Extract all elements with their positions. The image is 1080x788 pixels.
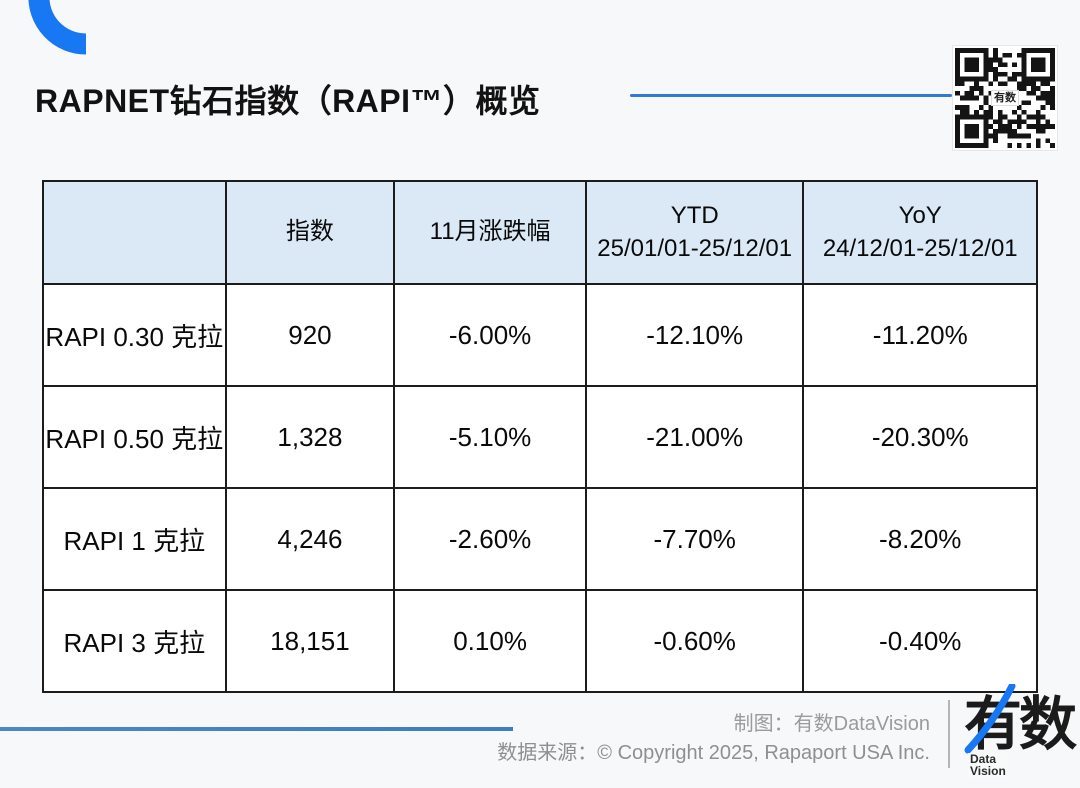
footer-source: 数据来源：© Copyright 2025, Rapaport USA Inc. — [497, 742, 930, 764]
row-label: RAPI 1 克拉 — [42, 487, 227, 591]
row-label: RAPI 0.50 克拉 — [42, 385, 227, 489]
col-header-monthly-change: 11月涨跌幅 — [393, 180, 587, 285]
table-row: RAPI 3 克拉 18,151 0.10% -0.60% -0.40% — [42, 589, 1038, 693]
col-header-label: YTD — [670, 202, 719, 230]
qr-pattern — [955, 48, 1055, 148]
brand-logo-text: 有数 — [964, 692, 1077, 757]
rapi-table-container: 指数 11月涨跌幅 YTD 25/01/01-25/12/01 YoY 24/1… — [42, 180, 1038, 693]
arc-logo-mark — [28, 0, 87, 55]
row-label: RAPI 0.30 克拉 — [42, 283, 227, 387]
ytd-value: -21.00% — [584, 385, 805, 489]
ytd-value: -7.70% — [584, 487, 805, 591]
col-header-index: 指数 — [224, 180, 396, 285]
qr-center-logo: 有数 — [991, 89, 1019, 107]
col-header-date-range: 24/12/01-25/12/01 — [822, 234, 1018, 262]
index-value: 1,328 — [224, 385, 396, 489]
monthly-change-value: -2.60% — [393, 487, 587, 591]
ytd-value: -12.10% — [584, 283, 805, 387]
footer-vertical-divider — [948, 700, 950, 768]
index-value: 4,246 — [224, 487, 396, 591]
brand-logo-subtext-line1: Data — [970, 751, 997, 766]
yoy-value: -8.20% — [802, 487, 1038, 591]
brand-logo-subtext-line2: Vision — [970, 764, 1006, 779]
table-header-row: 指数 11月涨跌幅 YTD 25/01/01-25/12/01 YoY 24/1… — [42, 180, 1038, 285]
yoy-value: -11.20% — [802, 283, 1038, 387]
table-row: RAPI 0.50 克拉 1,328 -5.10% -21.00% -20.30… — [42, 385, 1038, 489]
ytd-value: -0.60% — [584, 589, 805, 693]
col-header-yoy: YoY 24/12/01-25/12/01 — [802, 180, 1038, 285]
index-value: 920 — [224, 283, 396, 387]
monthly-change-value: -5.10% — [393, 385, 587, 489]
page-title: RAPNET钻石指数（RAPI™）概览 — [35, 83, 541, 119]
brand-logo: 有数 Data Vision — [962, 684, 1077, 782]
col-header-label: 11月涨跌幅 — [429, 218, 551, 246]
brand-logo-subtext: Data Vision — [968, 753, 1008, 778]
row-label: RAPI 3 克拉 — [42, 589, 227, 693]
yoy-value: -0.40% — [802, 589, 1038, 693]
qr-code: 有数 — [953, 46, 1057, 150]
col-header-date-range: 25/01/01-25/12/01 — [597, 234, 793, 262]
col-header-label: YoY — [898, 202, 942, 230]
table-row: RAPI 0.30 克拉 920 -6.00% -12.10% -11.20% — [42, 283, 1038, 387]
title-divider-line — [630, 94, 952, 97]
col-header-empty — [42, 180, 227, 285]
qr-center-logo-text: 有数 — [994, 91, 1016, 104]
monthly-change-value: -6.00% — [393, 283, 587, 387]
col-header-label: 指数 — [285, 218, 334, 246]
footer-credit: 制图：有数DataVision — [733, 713, 930, 735]
footer-divider-line — [0, 727, 513, 731]
monthly-change-value: 0.10% — [393, 589, 587, 693]
table-row: RAPI 1 克拉 4,246 -2.60% -7.70% -8.20% — [42, 487, 1038, 591]
col-header-ytd: YTD 25/01/01-25/12/01 — [584, 180, 805, 285]
index-value: 18,151 — [224, 589, 396, 693]
rapi-table: 指数 11月涨跌幅 YTD 25/01/01-25/12/01 YoY 24/1… — [42, 180, 1038, 693]
yoy-value: -20.30% — [802, 385, 1038, 489]
